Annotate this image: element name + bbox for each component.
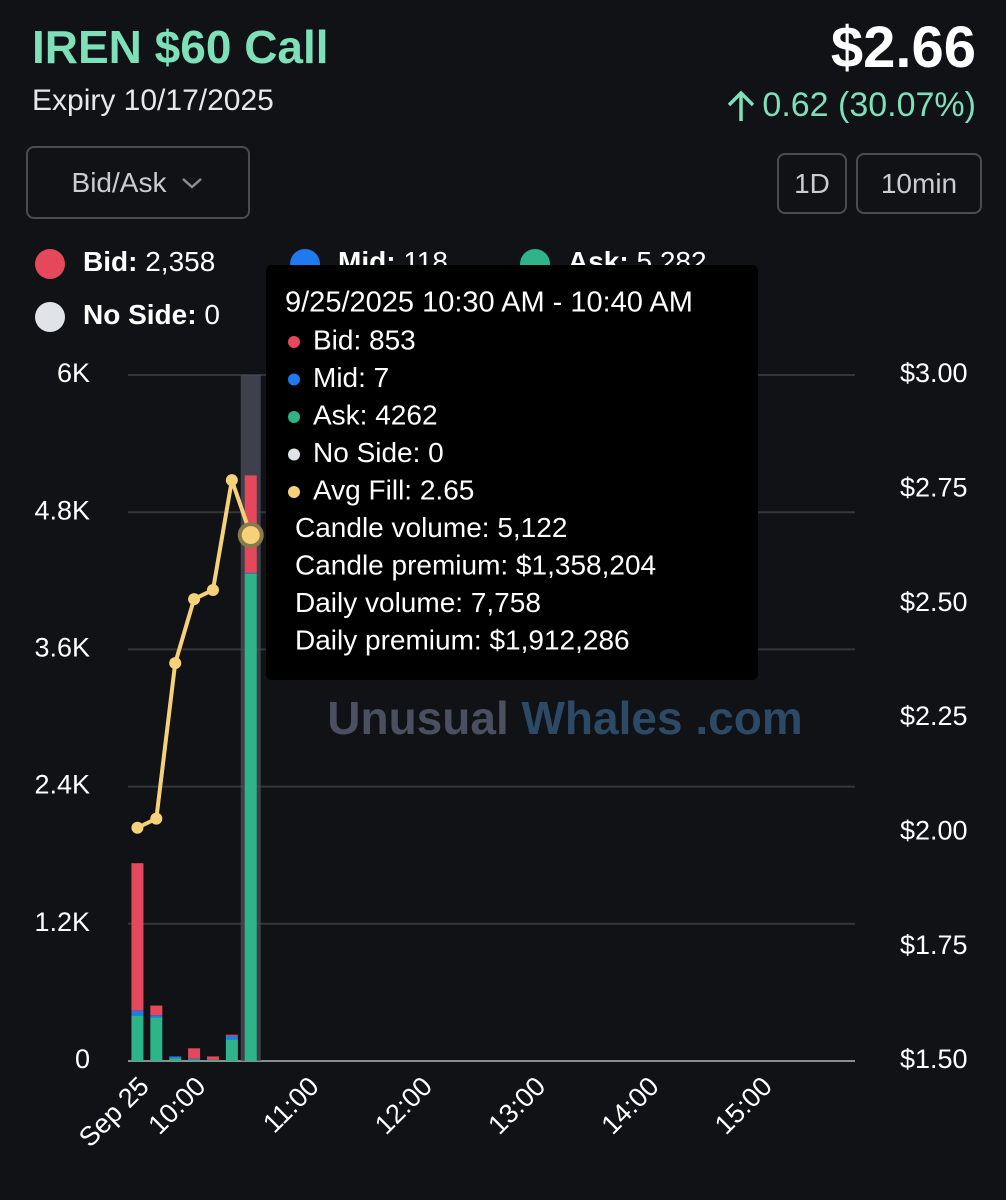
y2-tick-label: $2.75 [900, 472, 968, 502]
range-button[interactable]: 1D [777, 153, 847, 214]
tooltip-dot [288, 486, 300, 498]
bar-segment [188, 1059, 201, 1061]
tooltip-line: No Side: 0 [313, 437, 444, 468]
contract-title: IREN $60 Call [32, 21, 329, 73]
mode-dropdown[interactable]: Bid/Ask [26, 146, 250, 219]
price-change: 0.62 (30.07%) [726, 86, 976, 125]
tooltip-line: Ask: 4262 [313, 399, 438, 430]
up-arrow [728, 90, 755, 121]
watermark: Unusual Whales .com [327, 692, 802, 744]
tooltip-dot [288, 373, 300, 386]
bar-segment [225, 1034, 238, 1036]
legend-dot [35, 249, 65, 279]
x-tick-label: 11:00 [257, 1071, 325, 1139]
bar-segment [150, 1005, 163, 1016]
bar-segment [206, 1056, 219, 1060]
change-text: 0.62 (30.07%) [762, 86, 976, 124]
bar-segment [244, 572, 257, 574]
legend-total: 0 [204, 299, 220, 330]
y-tick-label: 3.6K [34, 633, 90, 663]
price: $2.66 [830, 15, 976, 80]
y-tick-label: 0 [75, 1044, 90, 1074]
y2-tick-label: $2.00 [900, 815, 968, 845]
watermark-right: Whales .com [522, 692, 803, 744]
avg-fill-point [225, 474, 238, 487]
interval-button[interactable]: 10min [856, 153, 982, 214]
tooltip-dot [288, 336, 300, 348]
legend-entry: Bid: 2,358 [83, 246, 215, 277]
y2-tick-label: $2.25 [900, 701, 968, 731]
tooltip-box [266, 265, 758, 680]
x-tick-label: Sep 25 [73, 1071, 155, 1153]
legend-name: No Side: [83, 299, 197, 330]
bar-segment [169, 1056, 182, 1059]
bar-segment [131, 863, 144, 1011]
tooltip-line: Bid: 853 [313, 324, 416, 355]
avg-fill-point [169, 657, 182, 670]
tooltip-dot [288, 448, 300, 461]
legend-total: 2,358 [145, 246, 215, 277]
y2-tick-label: $1.50 [900, 1044, 968, 1074]
tooltip-line: Mid: 7 [313, 362, 389, 393]
y2-tick-label: $3.00 [900, 358, 968, 388]
tooltip-line: Candle volume: 5,122 [295, 512, 567, 543]
bar-segment [188, 1048, 201, 1059]
bar-segment [131, 1015, 144, 1061]
tooltip-line: Daily volume: 7,758 [295, 587, 541, 618]
bar-segment [225, 1035, 238, 1040]
x-tick-label: 14:00 [596, 1071, 665, 1140]
y-tick-label: 4.8K [34, 495, 90, 525]
avg-fill-point [150, 812, 163, 825]
tooltip-line: Daily premium: $1,912,286 [295, 624, 630, 655]
bar-segment [188, 1058, 201, 1060]
legend-entry: No Side: 0 [83, 299, 220, 330]
y-tick-label: 6K [57, 358, 90, 388]
expiry: Expiry 10/17/2025 [32, 84, 274, 117]
legend-dot [35, 302, 65, 332]
y-tick-label: 2.4K [34, 770, 90, 800]
x-tick-label: 15:00 [709, 1071, 778, 1140]
legend-name: Bid: [83, 246, 137, 277]
bar-segment [169, 1058, 182, 1061]
bar-segment [206, 1059, 219, 1061]
mode-label: Bid/Ask [71, 166, 167, 198]
x-tick-label: 12:00 [369, 1071, 438, 1140]
y2-tick-label: $2.50 [900, 587, 968, 617]
avg-fill-point [131, 821, 144, 834]
tooltip-line: Candle premium: $1,358,204 [295, 549, 656, 580]
avg-fill-point [188, 593, 201, 606]
y-tick-label: 1.2K [34, 907, 90, 937]
avg-fill-point [237, 522, 264, 549]
tooltip-line: Avg Fill: 2.65 [313, 474, 474, 505]
y2-tick-label: $1.75 [900, 930, 968, 960]
avg-fill-point [206, 583, 219, 596]
bar-segment [150, 1015, 163, 1018]
x-tick-label: 10:00 [142, 1071, 211, 1140]
tooltip-dot [288, 411, 300, 423]
watermark-left: Unusual [327, 692, 508, 744]
tooltip-title: 9/25/2025 10:30 AM - 10:40 AM [285, 287, 693, 319]
avg-fill-line [136, 478, 253, 830]
chevron [182, 177, 203, 189]
bar-segment [244, 573, 257, 1061]
bar-segment [131, 1010, 144, 1016]
x-tick-label: 13:00 [482, 1071, 551, 1140]
bar-segment [225, 1039, 238, 1061]
bar-segment [150, 1017, 163, 1061]
